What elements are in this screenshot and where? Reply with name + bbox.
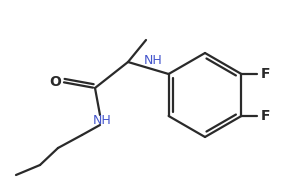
Text: NH: NH: [144, 54, 163, 68]
Text: F: F: [261, 67, 270, 81]
Text: NH: NH: [93, 114, 111, 128]
Text: F: F: [261, 109, 270, 123]
Text: O: O: [49, 75, 61, 89]
